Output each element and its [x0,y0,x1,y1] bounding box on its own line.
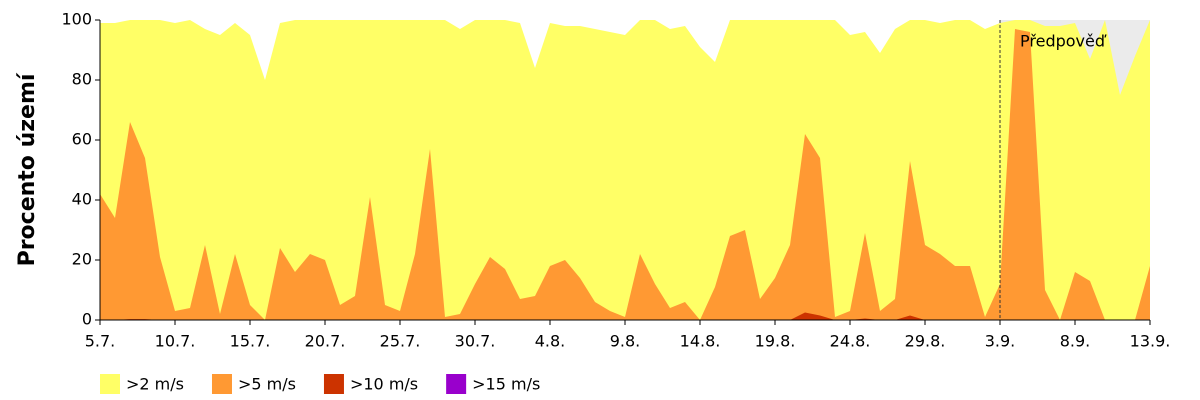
x-tick-label: 19.8. [755,332,796,351]
x-tick-label: 13.9. [1130,332,1171,351]
x-tick-label: 8.9. [1060,332,1091,351]
x-tick-label: 25.7. [380,332,421,351]
legend-swatch [323,374,344,394]
legend-swatch [100,374,120,394]
area [100,29,1150,320]
x-tick-label: 5.7. [85,332,116,351]
legend-swatch [446,374,467,394]
y-tick-label: 60 [72,130,92,149]
x-tick-label: 9.8. [610,332,641,351]
x-tick-label: 30.7. [455,332,496,351]
area [100,20,1150,320]
legend-label: >15 m/s [472,375,540,394]
y-tick-label: 80 [72,70,92,89]
y-tick-label: 40 [72,190,92,209]
y-axis-label: Procento území [15,72,40,266]
y-tick-label: 20 [72,250,92,269]
legend-label: >10 m/s [350,375,418,394]
x-tick-label: 4.8. [535,332,566,351]
legend-label: >2 m/s [126,375,184,394]
forecast-label: Předpověď [1020,32,1107,51]
x-tick-label: 15.7. [230,332,271,351]
x-tick-label: 14.8. [680,332,721,351]
legend-label: >5 m/s [238,375,296,394]
y-tick-label: 0 [82,310,92,329]
x-tick-label: 24.8. [830,332,871,351]
y-tick-label: 100 [61,10,92,29]
x-tick-label: 3.9. [985,332,1016,351]
x-tick-label: 29.8. [905,332,946,351]
x-tick-label: 20.7. [305,332,346,351]
legend-swatch [211,374,232,394]
x-tick-label: 10.7. [155,332,196,351]
